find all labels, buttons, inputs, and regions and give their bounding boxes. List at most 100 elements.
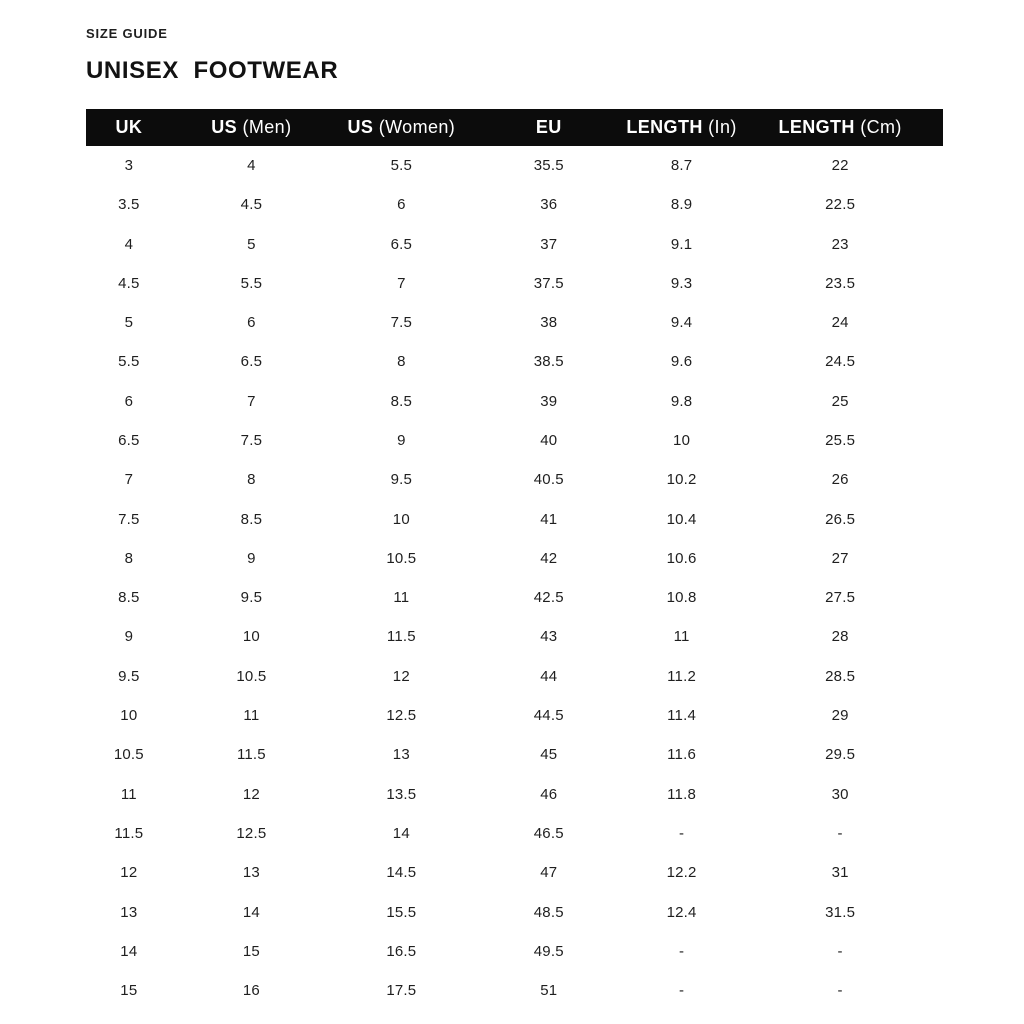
size-cell: 48.5 <box>533 903 564 921</box>
table-row: 6.5 7.5 9 40 10 25.5 <box>86 421 943 460</box>
size-table: UK US (Men) US (Women) EU LENGTH (In) LE… <box>86 108 943 1011</box>
size-cell: 11.4 <box>667 707 697 725</box>
size-cell: 31.5 <box>825 903 856 921</box>
size-cell: 6 <box>247 314 256 332</box>
size-cell: 3 <box>124 156 134 174</box>
size-cell: 13 <box>242 864 260 882</box>
size-cell: 8.5 <box>118 589 140 607</box>
table-row: 4.5 5.5 7 37.5 9.3 23.5 <box>86 264 943 303</box>
size-cell: 25 <box>831 392 849 410</box>
size-cell: 9 <box>397 432 406 449</box>
size-cell: 10.5 <box>236 667 267 685</box>
size-cell: 13 <box>392 746 410 764</box>
size-cell: 4 <box>124 235 134 253</box>
size-cell: 6 <box>397 196 406 214</box>
size-cell: 26 <box>831 471 849 489</box>
table-row: 5.5 6.5 8 38.5 9.6 24.5 <box>86 342 943 381</box>
size-table-body: 3 4 5.5 35.5 8.7 22 3.5 4.5 6 36 8.9 22.5 4 5 6.5 37 9.1… <box>86 146 943 1011</box>
size-cell: 12.4 <box>666 903 697 921</box>
col-header-us-women: US (Women) <box>331 108 472 146</box>
size-cell: 12 <box>392 667 410 685</box>
size-cell: 51 <box>540 982 558 1000</box>
size-cell: 3.5 <box>118 196 140 214</box>
size-cell: 24 <box>831 314 849 332</box>
col-header-us-men-strong: US <box>211 116 238 137</box>
size-cell: 12 <box>242 785 260 803</box>
size-cell: - <box>837 824 843 842</box>
size-cell: 8 <box>397 353 406 371</box>
size-cell: - <box>678 942 685 960</box>
size-cell: 7 <box>247 392 256 410</box>
size-cell: 28 <box>831 628 849 646</box>
size-cell: 10 <box>392 510 410 528</box>
col-header-length-in-strong: LENGTH <box>626 116 703 137</box>
size-cell: 13.5 <box>386 785 417 803</box>
col-header-us-men: US (Men) <box>171 108 332 146</box>
size-guide-label: SIZE GUIDE <box>86 26 168 41</box>
size-cell: 10.2 <box>666 471 697 489</box>
size-cell: 8.9 <box>670 196 693 214</box>
size-cell: 14 <box>120 942 138 960</box>
size-cell: - <box>678 824 685 842</box>
size-cell: 9.5 <box>390 471 413 489</box>
col-header-length-cm-strong: LENGTH <box>778 116 855 137</box>
size-cell: 7.5 <box>390 314 413 332</box>
size-cell: 45 <box>540 746 558 764</box>
size-cell: 9.6 <box>670 353 693 371</box>
size-cell: 9.3 <box>670 274 693 292</box>
size-cell: 27 <box>831 549 849 567</box>
table-row: 13 14 15.5 48.5 12.4 31.5 <box>86 892 943 931</box>
size-cell: 10.5 <box>386 549 417 567</box>
size-cell: 7 <box>397 274 406 292</box>
size-cell: 36 <box>540 196 558 214</box>
size-cell: 4.5 <box>118 274 140 292</box>
size-cell: 10 <box>120 707 138 725</box>
col-header-length-cm: LENGTH (Cm) <box>737 108 943 146</box>
size-cell: 27.5 <box>825 589 856 607</box>
size-cell: 7.5 <box>118 510 140 528</box>
size-cell: 8.5 <box>240 510 263 528</box>
size-cell: 31 <box>831 864 849 882</box>
size-cell: 22.5 <box>825 196 856 214</box>
size-cell: 16 <box>242 982 260 1000</box>
size-cell: - <box>837 942 843 960</box>
size-cell: 41 <box>540 510 558 528</box>
size-cell: 37.5 <box>533 274 564 292</box>
size-cell: 29 <box>831 707 849 725</box>
size-cell: 8 <box>247 471 256 489</box>
size-cell: 12.5 <box>236 824 267 842</box>
size-cell: 11 <box>243 707 260 725</box>
page-title: UNISEX FOOTWEAR <box>86 56 339 84</box>
table-row: 9.5 10.5 12 44 11.2 28.5 <box>86 657 943 696</box>
table-row: 9 10 11.5 43 11 28 <box>86 617 943 656</box>
size-cell: 40.5 <box>533 471 564 489</box>
table-row: 7 8 9.5 40.5 10.2 26 <box>86 460 943 499</box>
size-cell: 22 <box>831 156 849 174</box>
size-cell: 49.5 <box>533 942 564 960</box>
size-cell: 17.5 <box>386 982 417 1000</box>
col-header-length-cm-light: (Cm) <box>854 116 902 137</box>
table-row: 7.5 8.5 10 41 10.4 26.5 <box>86 499 943 538</box>
size-cell: 35.5 <box>533 156 564 174</box>
size-cell: 10 <box>242 628 260 646</box>
size-cell: 12 <box>120 864 138 882</box>
size-cell: 9.1 <box>670 235 693 253</box>
size-cell: 28.5 <box>825 667 856 685</box>
col-header-us-women-light: (Women) <box>373 116 456 137</box>
size-cell: 14.5 <box>386 864 417 882</box>
size-cell: 13 <box>120 903 138 921</box>
size-cell: 9.4 <box>670 314 693 332</box>
table-row: 6 7 8.5 39 9.8 25 <box>86 382 943 421</box>
col-header-uk-strong: UK <box>115 116 143 137</box>
size-cell: 8 <box>124 549 134 567</box>
size-cell: 8.7 <box>670 156 693 174</box>
table-row: 14 15 16.5 49.5 - - <box>86 932 943 971</box>
size-cell: 29.5 <box>825 746 856 764</box>
size-cell: 14 <box>392 824 410 842</box>
size-cell: 5 <box>124 314 134 332</box>
table-row: 3.5 4.5 6 36 8.9 22.5 <box>86 185 943 224</box>
size-cell: 6 <box>124 392 134 410</box>
size-cell: 26.5 <box>825 510 856 528</box>
size-cell: 42 <box>540 549 558 567</box>
size-cell: 25.5 <box>825 432 856 449</box>
